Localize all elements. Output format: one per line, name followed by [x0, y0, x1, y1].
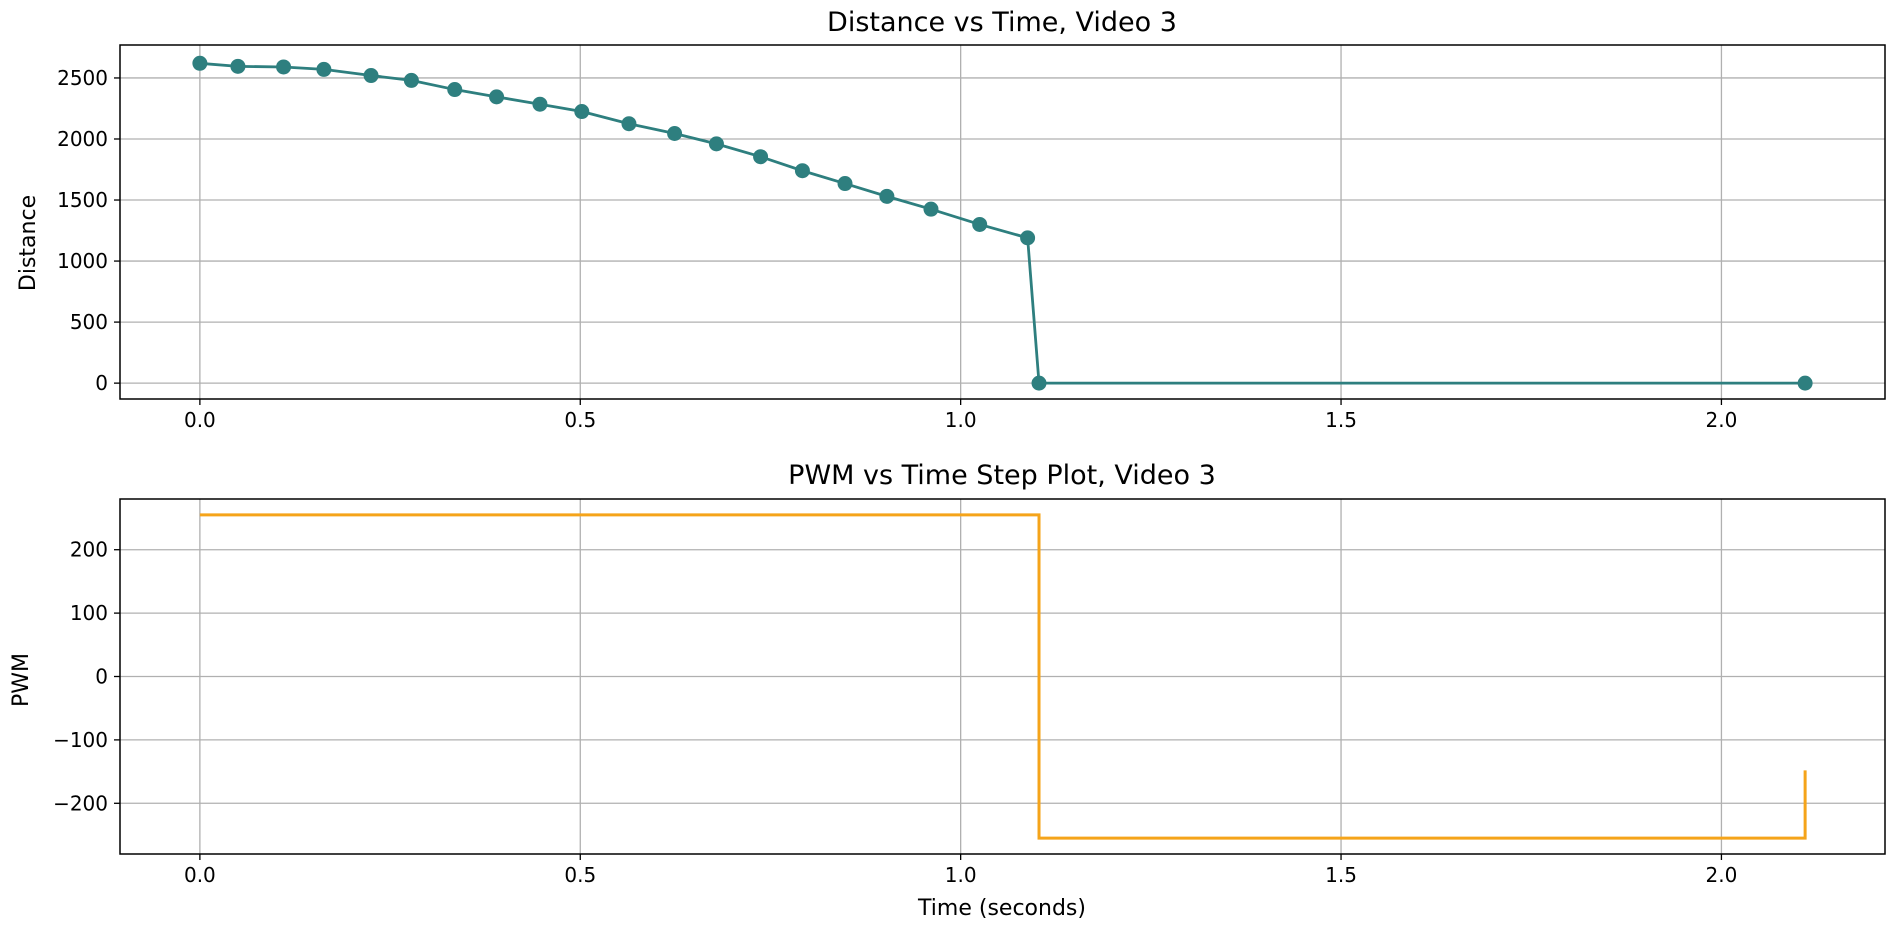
y-axis-label-text: Distance	[16, 195, 41, 291]
data-point	[1020, 230, 1036, 246]
series-line	[199, 513, 1807, 840]
data-point	[794, 163, 810, 179]
grid	[120, 45, 1885, 399]
data-point	[489, 89, 505, 105]
data-point	[276, 59, 292, 75]
y-tick-label: 200	[70, 538, 108, 562]
series	[199, 513, 1807, 840]
data-point	[316, 61, 332, 77]
x-tick-label: 1.0	[945, 408, 977, 432]
chart-title: PWM vs Time Step Plot, Video 3	[788, 460, 1216, 491]
x-tick-label: 2.0	[1706, 863, 1738, 887]
y-axis-label: Distance	[16, 195, 41, 291]
series-line	[199, 61, 1806, 385]
x-tick-label: 0.5	[564, 863, 596, 887]
data-point	[230, 58, 246, 74]
data-point	[923, 201, 939, 217]
data-point	[447, 82, 463, 98]
y-tick-label: 2500	[57, 66, 108, 90]
y-tick-label: 0	[95, 371, 108, 395]
data-point	[708, 136, 724, 152]
data-point	[1797, 375, 1813, 391]
x-tick-label: 0.5	[564, 408, 596, 432]
ticks: 0.0 0.5 1.0 1.5 2.0 0 500 1000 1500 2000 2500	[57, 66, 1737, 432]
x-axis-label: Time (seconds)	[917, 896, 1086, 921]
series	[192, 55, 1813, 391]
distance-vs-time-chart: Distance vs Time, Video 3 Distance 0.0 0.…	[16, 7, 1886, 432]
data-point	[972, 216, 988, 232]
pwm-vs-time-step-chart: PWM vs Time Step Plot, Video 3 PWM Time …	[9, 460, 1886, 921]
x-tick-label: 2.0	[1706, 408, 1738, 432]
y-tick-label: 0	[95, 665, 108, 689]
chart-title: Distance vs Time, Video 3	[827, 7, 1177, 38]
x-tick-label: 1.0	[945, 863, 977, 887]
y-tick-label: 1500	[57, 188, 108, 212]
data-point	[363, 68, 379, 84]
data-point	[192, 55, 208, 71]
y-tick-label: −100	[53, 728, 108, 752]
y-tick-label: 500	[70, 310, 108, 334]
data-point	[667, 126, 683, 141]
y-tick-label: −200	[53, 791, 108, 815]
data-point	[621, 116, 637, 132]
data-point	[753, 149, 769, 165]
data-point	[1031, 375, 1047, 391]
ticks: 0.0 0.5 1.0 1.5 2.0 −200 −100 0 100 200	[53, 538, 1737, 887]
x-tick-label: 0.0	[184, 408, 216, 432]
y-tick-label: 1000	[57, 249, 108, 273]
plot-frame	[119, 44, 1886, 400]
grid	[120, 499, 1885, 854]
plot-frame	[119, 498, 1886, 855]
data-point	[574, 104, 590, 120]
x-tick-label: 0.0	[184, 863, 216, 887]
y-axis-label: PWM	[9, 653, 34, 707]
y-tick-label: 2000	[57, 127, 108, 151]
data-point	[532, 96, 548, 112]
y-axis-label-text: PWM	[9, 653, 34, 707]
data-point	[879, 188, 895, 204]
y-tick-label: 100	[70, 601, 108, 625]
data-point	[837, 176, 853, 192]
x-tick-label: 1.5	[1325, 863, 1357, 887]
x-tick-label: 1.5	[1325, 408, 1357, 432]
data-point	[403, 72, 419, 88]
